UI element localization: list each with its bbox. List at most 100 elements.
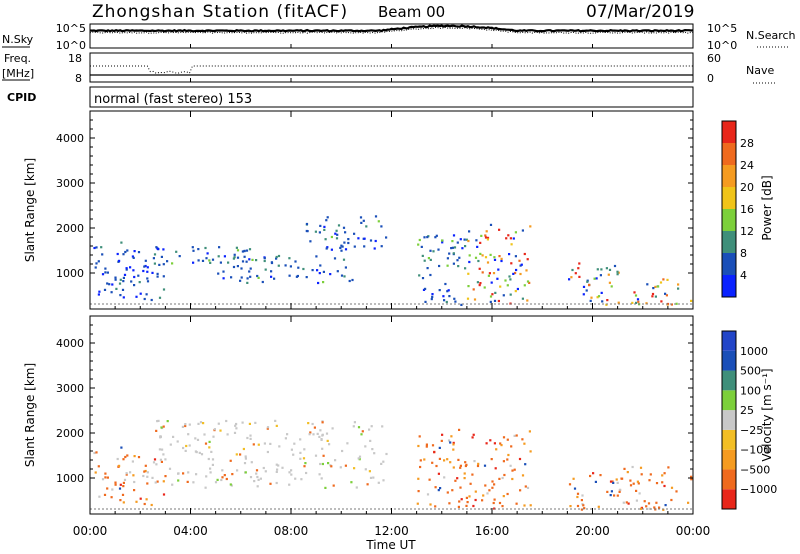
echo-cell [523,252,526,256]
echo-cell [460,498,463,501]
echo-cell [330,235,333,239]
echo-cell [417,490,420,493]
nsearch-tick-top: 10^5 [707,22,737,35]
x-tick-label: 20:00 [575,524,610,538]
echo-cell [208,440,211,443]
echo-cell [219,261,222,264]
echo-cell [249,434,252,437]
echo-cell [320,438,323,441]
echo-cell [429,273,432,277]
echo-cell [321,421,324,424]
echo-cell [326,216,329,219]
echo-cell [571,268,574,272]
echo-cell [483,286,486,289]
echo-cell [162,248,165,251]
echo-cell [526,299,529,302]
echo-cell [151,476,154,479]
echo-cell [244,457,247,460]
echo-cell [132,474,135,477]
beam-title: Beam 00 [378,3,445,21]
echo-cell [152,257,155,260]
nsearch-label: N.Search [746,29,796,42]
echo-cell [334,232,337,235]
colorbar-frame [721,330,737,510]
echo-cell [257,478,260,481]
echo-cell [249,275,252,278]
echo-cell [476,281,479,284]
echo-cell [309,431,312,434]
echo-cell [493,258,497,261]
echo-cell [479,241,482,244]
echo-cell [123,478,127,481]
echo-cell [242,447,245,451]
echo-cell [314,230,317,233]
echo-cell [160,460,163,463]
echo-cell [315,255,318,258]
echo-cell [361,430,364,433]
echo-cell [464,461,467,464]
echo-cell [638,492,641,495]
echo-cell [269,482,272,485]
echo-cell [270,261,274,265]
echo-cell [103,493,107,496]
echo-cell [675,302,678,305]
echo-cell [506,438,509,441]
colorbar-segment [722,275,736,297]
echo-cell [468,260,471,264]
echo-cell [263,257,266,260]
echo-cell [246,277,249,280]
echo-cell [184,424,187,428]
echo-cell [596,296,599,299]
echo-cell [690,299,693,302]
echo-cell [596,268,599,271]
echo-cell [341,245,344,248]
echo-cell [305,471,308,475]
echo-cell [526,280,530,283]
echo-cell [98,495,101,498]
echo-cell [645,302,648,305]
echo-cell [249,437,252,440]
echo-cell [677,283,680,286]
echo-cell [612,481,615,484]
echo-cell [257,276,260,279]
echo-cell [489,295,493,298]
echo-cell [364,445,367,448]
echo-cell [319,224,322,227]
echo-cell [137,274,140,277]
echo-cell [519,264,522,267]
echo-cell [120,446,123,449]
echo-cell [465,238,468,241]
echo-cell [162,493,166,496]
echo-cell [344,248,348,251]
echo-cell [472,504,475,508]
echo-cell [133,275,136,279]
echo-cell [654,285,657,288]
echo-cell [493,256,496,259]
echo-cell [115,287,118,290]
echo-cell [160,426,163,429]
echo-cell [452,234,456,237]
echo-cell [359,216,363,219]
echo-cell [106,271,109,274]
echo-cell [371,448,374,451]
echo-cell [305,229,308,233]
echo-cell [489,223,493,226]
echo-cell [627,502,630,505]
colorbar-tick-label: 8 [740,247,747,260]
echo-cell [248,258,251,261]
x-axis-title: Time UT [365,538,416,552]
echo-cell [446,458,449,461]
echo-cell [319,264,322,267]
echo-cell [514,231,517,234]
echo-cell [132,269,135,272]
echo-cell [583,507,586,510]
echo-cell [162,275,165,278]
echo-cell [514,290,517,293]
echo-cell [104,472,107,475]
echo-cell [509,293,512,296]
colorbar-segment [722,370,736,391]
echo-cell [635,301,638,304]
echo-cell [235,453,238,456]
echo-cell [294,260,297,263]
echo-cell [486,261,490,264]
